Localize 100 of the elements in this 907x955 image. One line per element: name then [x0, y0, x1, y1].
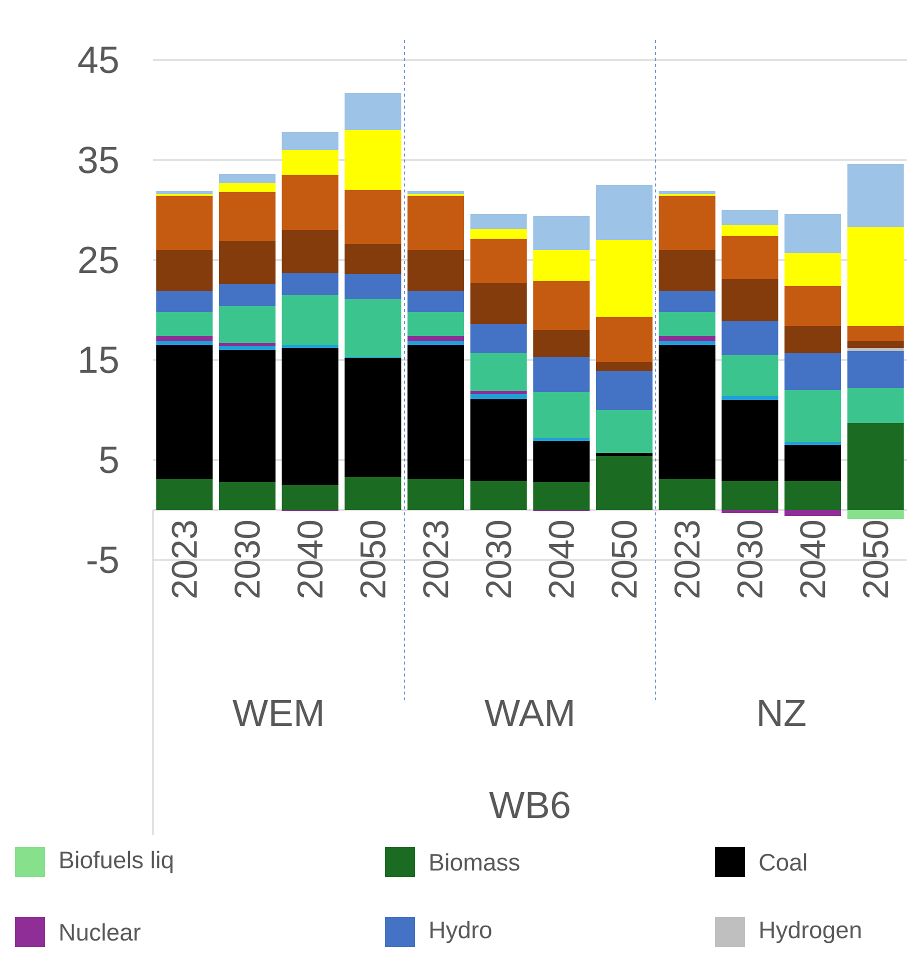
- bar: [282, 295, 338, 345]
- x-tick-label: 2040: [800, 520, 826, 598]
- bar: [156, 312, 213, 336]
- bar: [596, 185, 653, 240]
- x-tick-label: 2050: [360, 520, 386, 598]
- bar: [344, 93, 402, 130]
- legend-label: Hydro: [430, 920, 492, 944]
- bar: [344, 274, 402, 299]
- bar: [218, 192, 276, 241]
- bar: [722, 510, 778, 513]
- y-tick-label: 35: [78, 146, 118, 174]
- bar: [344, 477, 402, 510]
- bar: [470, 229, 527, 239]
- bar: [847, 326, 904, 341]
- bar: [596, 371, 653, 410]
- x-tick-label: 2023: [423, 521, 448, 598]
- bar: [156, 196, 213, 250]
- bar: [407, 345, 464, 479]
- bar: [847, 351, 904, 388]
- bar: [596, 240, 653, 317]
- bar: [470, 391, 527, 394]
- bar: [596, 410, 653, 453]
- bar: [470, 481, 527, 510]
- bar: [344, 130, 402, 190]
- bar: [156, 291, 213, 312]
- bar: [784, 445, 842, 481]
- bar: [282, 230, 338, 273]
- bar: [533, 438, 590, 441]
- bar: [784, 353, 842, 390]
- bar: [282, 132, 338, 150]
- bar: [218, 306, 276, 343]
- bar: [156, 479, 213, 510]
- bar: [847, 341, 904, 348]
- text: WAM: [484, 700, 572, 726]
- legend-label: Biofuels liq: [60, 850, 173, 874]
- bar: [784, 286, 842, 326]
- bar: [596, 456, 653, 510]
- bar: [218, 343, 276, 346]
- bar: [218, 174, 276, 183]
- bar: [847, 164, 904, 227]
- text: WEM: [232, 700, 322, 726]
- bar: [533, 482, 590, 510]
- bar: [533, 281, 590, 330]
- y-tick-label: 45: [78, 46, 118, 74]
- bar: [847, 388, 904, 423]
- bar: [470, 239, 527, 283]
- bar: [533, 441, 590, 482]
- bar: [784, 326, 842, 353]
- x-tick-label: 2023: [172, 521, 198, 598]
- bar: [722, 481, 778, 510]
- bar: [784, 510, 842, 516]
- x-tick-label: 2023: [674, 521, 700, 598]
- bar: [407, 191, 464, 194]
- bar: [533, 357, 590, 392]
- bar: [470, 353, 527, 391]
- bar: [596, 317, 653, 362]
- bar: [282, 175, 338, 230]
- bar: [784, 253, 842, 286]
- bar: [784, 481, 842, 510]
- bar: [282, 345, 338, 348]
- bar: [533, 392, 590, 438]
- bar: [470, 214, 527, 229]
- bar: [658, 312, 716, 336]
- y-tick-label: 25: [79, 246, 118, 274]
- bar: [784, 214, 842, 253]
- bar: [722, 355, 778, 396]
- bar: [847, 348, 904, 351]
- bar: [156, 336, 213, 341]
- bar: [407, 312, 464, 336]
- x-tick-label: 2050: [862, 520, 888, 598]
- bar: [658, 336, 716, 341]
- x-tick-label: 2050: [612, 520, 637, 598]
- bar: [407, 250, 464, 291]
- bar: [156, 341, 213, 345]
- bar: [282, 348, 338, 485]
- bar: [282, 273, 338, 295]
- bar: [658, 291, 716, 312]
- bar: [722, 279, 778, 321]
- bar: [218, 482, 276, 510]
- bar: [722, 225, 778, 236]
- bar: [218, 284, 276, 306]
- bar: [470, 394, 527, 399]
- bar: [407, 196, 464, 250]
- legend-label: Nuclear: [60, 923, 140, 941]
- bar: [658, 196, 716, 250]
- text: NZ: [759, 700, 806, 726]
- bar: [658, 341, 716, 345]
- bar: [658, 345, 716, 479]
- bar: [218, 350, 276, 482]
- bar: [407, 291, 464, 312]
- x-tick-label: 2030: [486, 520, 512, 598]
- bar: [847, 423, 904, 510]
- legend-label: Hydrogen: [760, 920, 861, 944]
- bar: [847, 510, 904, 519]
- x-tick-label: 2030: [737, 520, 763, 598]
- bar: [407, 479, 464, 510]
- y-tick-label: -5: [88, 546, 118, 574]
- y-tick-label: 5: [100, 446, 118, 474]
- y-tick-label: 15: [80, 346, 118, 374]
- x-tick-label: 2030: [234, 520, 260, 598]
